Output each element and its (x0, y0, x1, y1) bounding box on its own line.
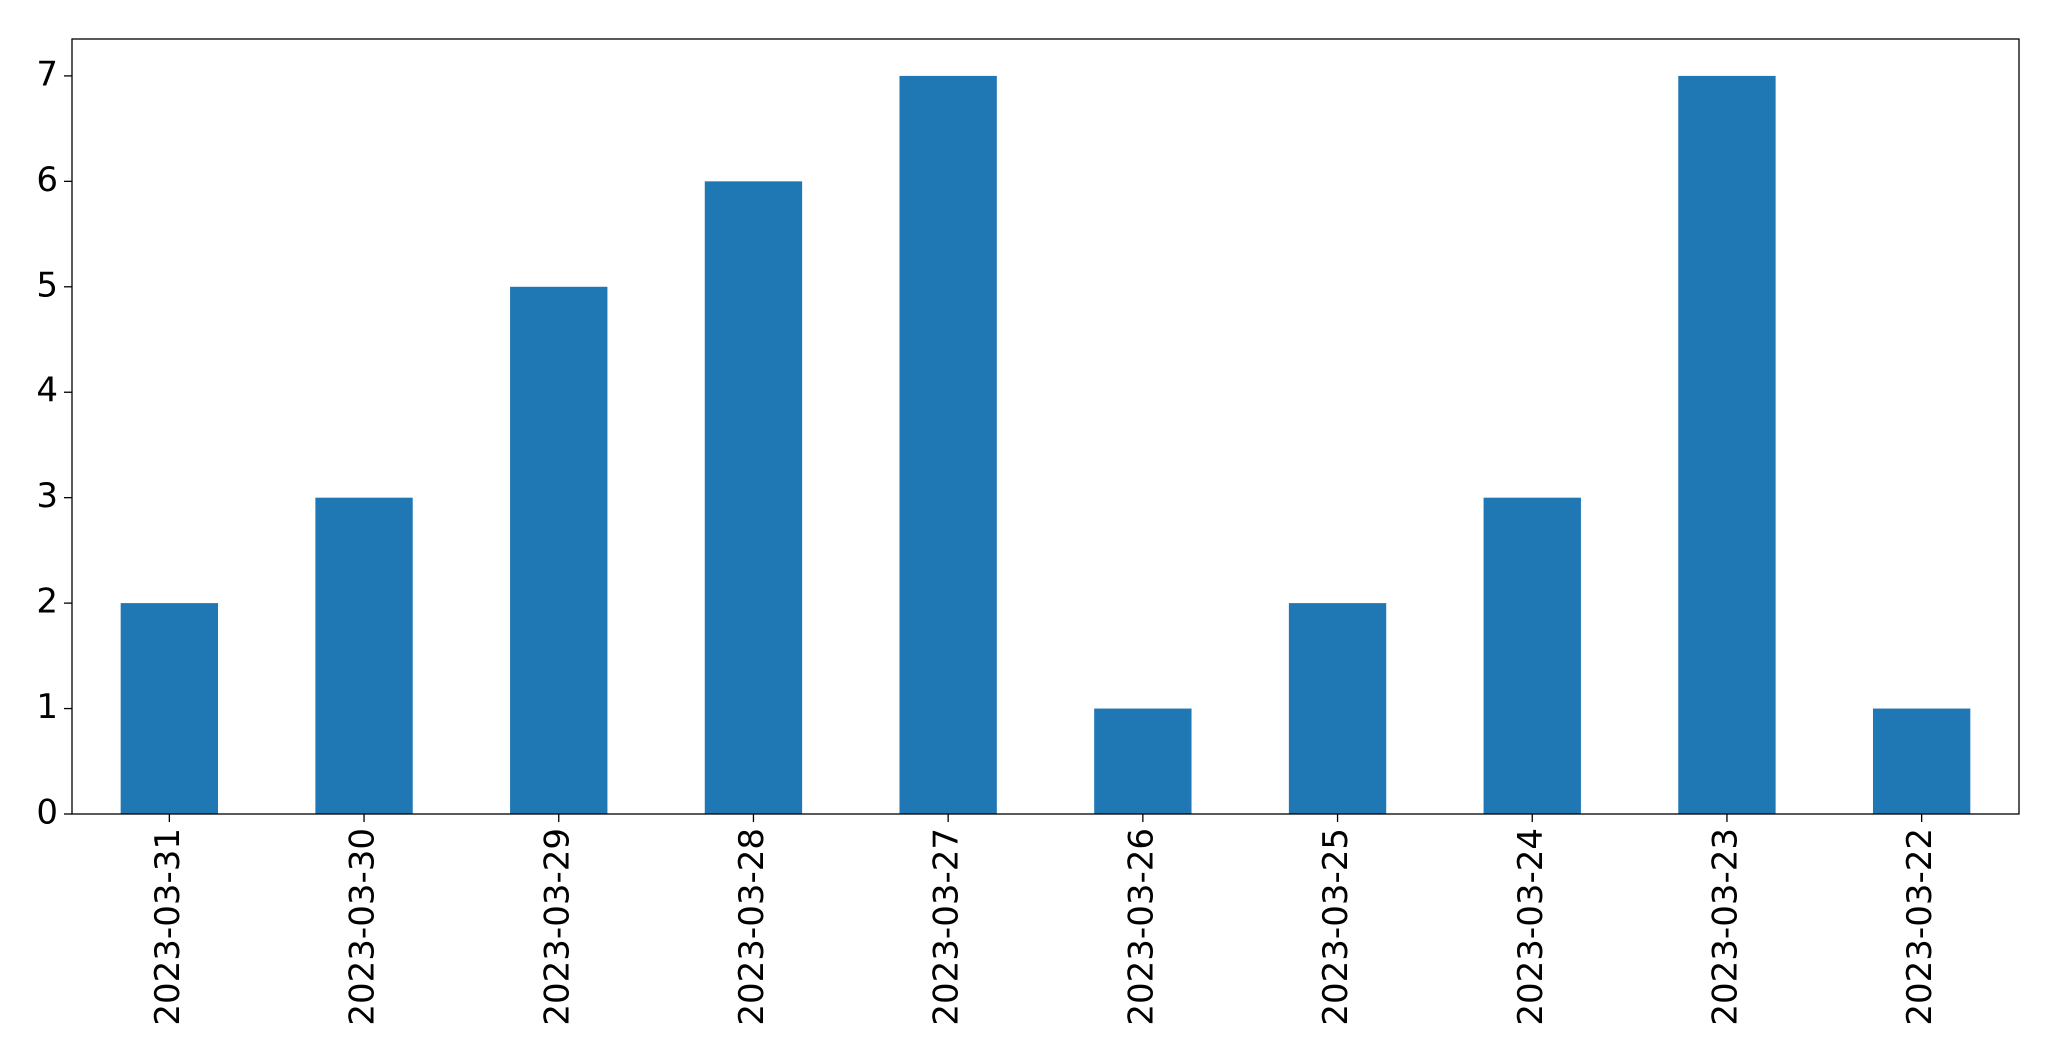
x-tick-label: 2023-03-31 (148, 828, 188, 1026)
y-tick-label: 2 (36, 582, 58, 622)
x-tick-label: 2023-03-24 (1511, 828, 1551, 1026)
x-tick-label: 2023-03-23 (1705, 828, 1745, 1026)
bar (899, 75, 997, 814)
bar (1483, 497, 1581, 814)
y-tick-label: 7 (36, 54, 58, 94)
axes-frame (71, 38, 2020, 815)
y-tick-label: 5 (36, 265, 58, 305)
x-tick-label: 2023-03-28 (732, 828, 772, 1026)
y-tick-label: 3 (36, 476, 58, 516)
bar (1678, 75, 1776, 814)
bar (1872, 708, 1971, 814)
y-tick-label: 4 (36, 371, 58, 411)
bar (315, 497, 413, 814)
x-tick-label: 2023-03-30 (343, 828, 383, 1026)
bar (1094, 708, 1192, 814)
bar (120, 603, 219, 814)
bar (704, 181, 803, 815)
bar (1288, 603, 1387, 814)
x-tick-label: 2023-03-29 (537, 828, 577, 1026)
x-tick-label: 2023-03-26 (1121, 828, 1161, 1026)
y-tick-label: 1 (36, 687, 58, 727)
y-tick-label: 6 (36, 160, 58, 200)
x-tick-label: 2023-03-22 (1900, 828, 1940, 1026)
bar (510, 286, 608, 814)
x-tick-label: 2023-03-25 (1316, 828, 1356, 1026)
y-tick-label: 0 (36, 793, 58, 833)
x-tick-label: 2023-03-27 (927, 828, 967, 1026)
